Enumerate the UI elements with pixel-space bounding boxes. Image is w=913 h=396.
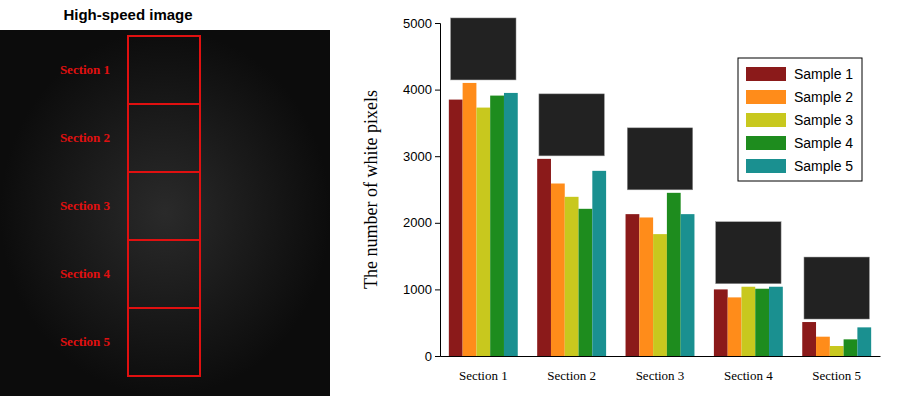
plot-area bbox=[449, 83, 871, 356]
section-box bbox=[128, 240, 200, 308]
y-tick-label: 0 bbox=[425, 349, 432, 364]
y-axis-title: The number of white pixels bbox=[361, 90, 381, 289]
x-tick-label: Section 5 bbox=[812, 368, 861, 383]
bar bbox=[449, 100, 463, 356]
bar bbox=[653, 234, 667, 356]
bar bbox=[728, 297, 742, 356]
section-thumbnail bbox=[716, 222, 781, 284]
bar bbox=[714, 289, 728, 356]
x-axis-line bbox=[441, 356, 881, 357]
bar bbox=[802, 322, 816, 356]
legend-swatch bbox=[746, 113, 786, 127]
y-tick-mark bbox=[435, 156, 440, 157]
x-tick-label: Section 4 bbox=[724, 368, 773, 383]
legend-label: Sample 5 bbox=[794, 158, 853, 174]
legend-label: Sample 4 bbox=[794, 135, 853, 151]
bar bbox=[551, 184, 565, 356]
bar bbox=[639, 217, 653, 356]
bar bbox=[741, 287, 755, 356]
y-tick-mark bbox=[435, 90, 440, 91]
section-thumbnail bbox=[804, 257, 869, 319]
y-tick-mark bbox=[435, 289, 440, 290]
bar bbox=[667, 193, 681, 356]
y-tick: 2000 bbox=[403, 215, 440, 230]
high-speed-image bbox=[0, 30, 330, 396]
y-tick: 3000 bbox=[403, 149, 440, 164]
legend-label: Sample 3 bbox=[794, 112, 853, 128]
bar bbox=[816, 337, 830, 356]
bar bbox=[681, 214, 695, 356]
x-tick: Section 1 bbox=[459, 356, 508, 383]
y-tick-mark bbox=[435, 356, 440, 357]
bar bbox=[490, 96, 504, 356]
y-tick-mark bbox=[435, 223, 440, 224]
legend-swatch bbox=[746, 159, 786, 173]
bar bbox=[844, 339, 858, 356]
y-axis: 0 1000 2000 3000 4000 5000 bbox=[403, 16, 440, 364]
bar bbox=[626, 214, 640, 356]
section-label: Section 3 bbox=[60, 198, 111, 213]
x-tick: Section 4 bbox=[724, 356, 773, 383]
legend-swatch bbox=[746, 136, 786, 150]
x-tick: Section 3 bbox=[636, 356, 685, 383]
bar bbox=[463, 83, 477, 356]
y-tick: 0 bbox=[425, 349, 440, 364]
x-tick: Section 2 bbox=[547, 356, 596, 383]
bar bbox=[830, 346, 844, 356]
x-axis: Section 1 Section 2 Section 3 Section 4 Sect… bbox=[441, 356, 881, 383]
bar bbox=[537, 159, 551, 356]
legend: Sample 1 Sample 2 Sample 3 Sample 4 Sample 5 bbox=[738, 58, 862, 181]
y-tick-label: 4000 bbox=[403, 82, 432, 97]
y-tick-label: 5000 bbox=[403, 16, 432, 31]
y-tick: 1000 bbox=[403, 282, 440, 297]
section-thumbnail bbox=[539, 94, 604, 156]
legend-swatch bbox=[746, 67, 786, 81]
legend-label: Sample 2 bbox=[794, 89, 853, 105]
bar bbox=[769, 287, 783, 356]
bar bbox=[857, 327, 871, 356]
bar bbox=[504, 93, 518, 356]
y-tick-label: 2000 bbox=[403, 215, 432, 230]
legend-label: Sample 1 bbox=[794, 66, 853, 82]
section-label: Section 5 bbox=[60, 334, 111, 349]
x-tick-label: Section 2 bbox=[547, 368, 596, 383]
bar bbox=[476, 108, 490, 356]
bar bbox=[755, 289, 769, 356]
x-tick-label: Section 1 bbox=[459, 368, 508, 383]
section-box bbox=[128, 172, 200, 240]
y-tick-mark bbox=[435, 23, 440, 24]
x-tick: Section 5 bbox=[812, 356, 861, 383]
section-box bbox=[128, 36, 200, 104]
legend-box bbox=[738, 58, 862, 181]
y-tick-label: 3000 bbox=[403, 149, 432, 164]
bar bbox=[579, 209, 593, 356]
section-box bbox=[128, 308, 200, 376]
section-label: Section 1 bbox=[60, 62, 110, 77]
bar bbox=[592, 171, 606, 356]
section-label: Section 4 bbox=[60, 266, 111, 281]
section-thumbnail bbox=[451, 18, 516, 80]
bar bbox=[565, 197, 579, 356]
section-thumbnail bbox=[627, 128, 692, 190]
image-title: High-speed image bbox=[63, 6, 192, 23]
x-tick-label: Section 3 bbox=[636, 368, 685, 383]
section-box bbox=[128, 104, 200, 172]
y-tick: 4000 bbox=[403, 82, 440, 97]
section-label: Section 2 bbox=[60, 130, 110, 145]
y-axis-line bbox=[435, 24, 441, 357]
y-tick: 5000 bbox=[403, 16, 440, 31]
canvas: High-speed imageSection 1Section 2Sectio… bbox=[0, 0, 913, 396]
legend-swatch bbox=[746, 90, 786, 104]
y-tick-label: 1000 bbox=[403, 282, 432, 297]
